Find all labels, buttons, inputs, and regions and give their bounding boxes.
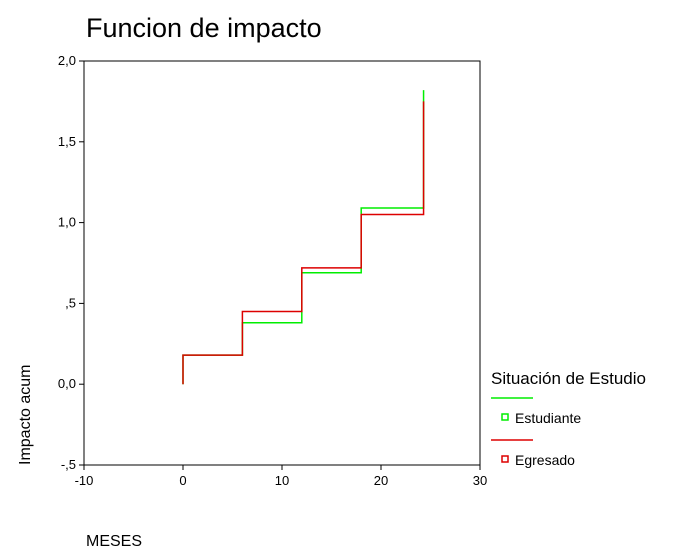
- y-tick-label: ,5: [65, 295, 76, 310]
- legend-title: Situación de Estudio: [491, 369, 646, 388]
- plot-frame: [83, 60, 481, 466]
- x-tick-label: -10: [75, 473, 94, 488]
- series-layer: [182, 90, 425, 385]
- legend: Situación de Estudio Estudiante Egresado: [491, 369, 646, 468]
- y-tick-label: 1,5: [58, 134, 76, 149]
- y-axis: -,5 0,0 ,5 1,0 1,5 2,0: [58, 53, 84, 472]
- x-axis: -10 0 10 20 30: [75, 465, 487, 488]
- y-tick-label: 2,0: [58, 53, 76, 68]
- series-line-egresado: [182, 101, 425, 385]
- chart-title: Funcion de impacto: [86, 13, 322, 43]
- x-tick-label: 10: [275, 473, 289, 488]
- x-tick-label: 0: [179, 473, 186, 488]
- y-tick-label: -,5: [61, 457, 76, 472]
- x-tick-label: 30: [473, 473, 487, 488]
- legend-label-estudiante: Estudiante: [515, 410, 581, 426]
- x-tick-label: 20: [374, 473, 388, 488]
- y-tick-label: 0,0: [58, 376, 76, 391]
- x-axis-label: MESES: [86, 533, 142, 550]
- y-axis-label: Impacto acum: [17, 365, 34, 465]
- legend-label-egresado: Egresado: [515, 452, 575, 468]
- legend-marker-estudiante: [501, 413, 509, 421]
- series-line-estudiante: [182, 90, 425, 385]
- y-tick-label: 1,0: [58, 215, 76, 230]
- legend-marker-egresado: [501, 455, 509, 463]
